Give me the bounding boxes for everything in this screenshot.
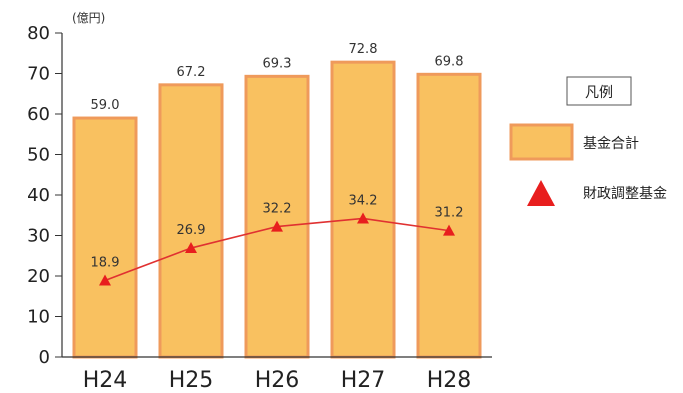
y-tick-label: 40 bbox=[27, 185, 50, 206]
line-point-H24 bbox=[99, 274, 111, 286]
bar-value-label: 69.8 bbox=[435, 54, 464, 69]
legend-bar-swatch bbox=[509, 123, 574, 161]
line-value-label: 34.2 bbox=[349, 193, 378, 208]
line-value-label: 31.2 bbox=[435, 206, 464, 221]
y-tick-label: 10 bbox=[27, 307, 50, 328]
bar-series: 59.0 67.2 69.3 72.8 69.8 bbox=[72, 42, 482, 359]
bar-H26 bbox=[244, 74, 310, 359]
y-tick-label: 70 bbox=[27, 64, 50, 85]
line-series: 18.9 26.9 32.2 34.2 31.2 bbox=[91, 193, 464, 286]
bar-value-label: 69.3 bbox=[263, 56, 292, 71]
x-tick-label: H27 bbox=[341, 368, 386, 393]
bar-H27 bbox=[330, 60, 396, 359]
y-tick-label: 80 bbox=[27, 23, 50, 44]
y-tick-label: 30 bbox=[27, 226, 50, 247]
legend-title: 凡例 bbox=[585, 85, 613, 101]
line-value-label: 26.9 bbox=[177, 223, 206, 238]
bar-H28 bbox=[416, 72, 482, 359]
y-axis: 0 10 20 30 40 50 60 70 80 bbox=[27, 23, 63, 368]
y-axis-unit: (億円) bbox=[72, 11, 105, 25]
bar-value-label: 59.0 bbox=[91, 98, 120, 113]
line-point-H27 bbox=[357, 212, 369, 224]
bar-value-label: 72.8 bbox=[349, 42, 378, 57]
legend-item-line-label: 財政調整基金 bbox=[583, 185, 667, 202]
bar-H24 bbox=[72, 116, 138, 359]
x-axis: H24 H25 H26 H27 H28 bbox=[62, 356, 492, 393]
line-point-H25 bbox=[185, 242, 197, 254]
y-tick-label: 0 bbox=[39, 347, 50, 368]
x-tick-label: H28 bbox=[427, 368, 472, 393]
line-value-label: 18.9 bbox=[91, 255, 120, 270]
x-tick-label: H24 bbox=[83, 368, 128, 393]
x-tick-label: H26 bbox=[255, 368, 300, 393]
y-tick-label: 50 bbox=[27, 145, 50, 166]
bar-H25 bbox=[158, 83, 224, 359]
bar-value-label: 67.2 bbox=[177, 65, 206, 80]
legend-triangle-icon bbox=[527, 180, 555, 206]
line-point-H28 bbox=[443, 224, 455, 236]
line-point-H26 bbox=[271, 220, 283, 232]
x-tick-label: H25 bbox=[169, 368, 214, 393]
line-value-label: 32.2 bbox=[263, 202, 292, 217]
y-tick-label: 20 bbox=[27, 266, 50, 287]
y-tick-label: 60 bbox=[27, 104, 50, 125]
legend: 凡例 基金合計 財政調整基金 bbox=[509, 76, 667, 206]
legend-item-bar-label: 基金合計 bbox=[583, 135, 639, 152]
legend-title-box bbox=[566, 76, 632, 106]
